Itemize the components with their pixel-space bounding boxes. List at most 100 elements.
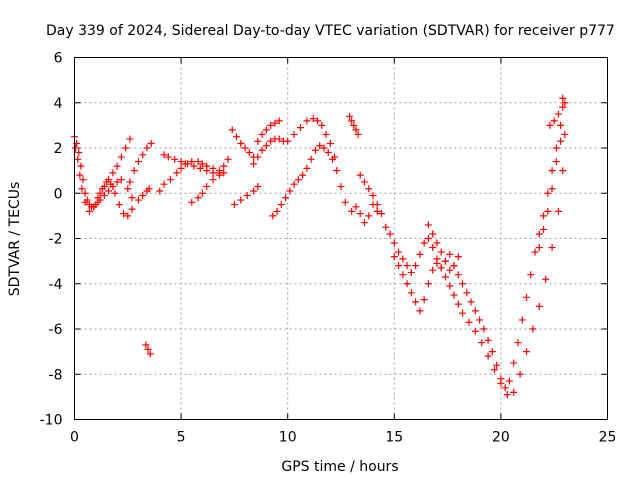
- data-point: [446, 282, 454, 290]
- data-point: [552, 144, 560, 152]
- data-point: [546, 121, 554, 129]
- data-point: [258, 146, 266, 154]
- data-point: [365, 212, 373, 220]
- data-point: [561, 130, 569, 138]
- data-point: [514, 339, 522, 347]
- x-tick-label: 5: [177, 430, 186, 446]
- data-point: [420, 239, 428, 247]
- data-point: [373, 207, 381, 215]
- data-point: [324, 149, 332, 157]
- data-point: [403, 280, 411, 288]
- data-point: [160, 180, 168, 188]
- data-point: [100, 192, 108, 200]
- data-point: [559, 167, 567, 175]
- data-point: [203, 182, 211, 190]
- data-point: [250, 187, 258, 195]
- data-point: [369, 192, 377, 200]
- data-point: [437, 248, 445, 256]
- data-points: [71, 94, 569, 399]
- data-point: [134, 158, 142, 166]
- data-point: [126, 178, 134, 186]
- data-point: [294, 176, 302, 184]
- data-point: [243, 192, 251, 200]
- data-point: [446, 266, 454, 274]
- data-point: [166, 176, 174, 184]
- data-point: [139, 192, 147, 200]
- data-point: [250, 160, 258, 168]
- data-point: [527, 271, 535, 279]
- data-point: [480, 325, 488, 333]
- data-point: [395, 262, 403, 270]
- plot-frame: [74, 57, 608, 420]
- data-point: [318, 121, 326, 129]
- data-point: [262, 142, 270, 150]
- data-point: [433, 239, 441, 247]
- data-point: [72, 144, 80, 152]
- data-point: [390, 239, 398, 247]
- data-point: [94, 194, 102, 202]
- data-point: [209, 176, 217, 184]
- data-point: [262, 126, 270, 134]
- data-point: [484, 336, 492, 344]
- data-point: [254, 153, 262, 161]
- data-point: [554, 110, 562, 118]
- data-point: [516, 370, 524, 378]
- data-point: [478, 339, 486, 347]
- y-tick-label: 0: [54, 186, 63, 202]
- data-point: [403, 262, 411, 270]
- data-point: [164, 153, 172, 161]
- data-point: [198, 160, 206, 168]
- data-point: [130, 167, 138, 175]
- data-point: [122, 144, 130, 152]
- data-point: [382, 223, 390, 231]
- data-point: [493, 361, 501, 369]
- data-point: [399, 255, 407, 263]
- chart-title: Day 339 of 2024, Sidereal Day-to-day VTE…: [46, 23, 615, 39]
- data-point: [416, 307, 424, 315]
- data-point: [522, 348, 530, 356]
- data-point: [548, 185, 556, 193]
- data-point: [360, 178, 368, 186]
- data-point: [215, 169, 223, 177]
- data-point: [544, 189, 552, 197]
- x-tick-label: 10: [279, 430, 297, 446]
- data-point: [111, 189, 119, 197]
- data-point: [437, 264, 445, 272]
- data-point: [113, 162, 121, 170]
- data-point: [173, 169, 181, 177]
- data-point: [309, 115, 317, 123]
- data-point: [559, 103, 567, 111]
- data-point: [307, 155, 315, 163]
- data-point: [303, 117, 311, 125]
- data-point: [424, 235, 432, 242]
- data-point: [126, 135, 134, 143]
- data-point: [510, 388, 518, 396]
- data-point: [220, 162, 228, 170]
- data-point: [365, 185, 373, 193]
- data-point: [356, 171, 364, 179]
- y-tick-label: -8: [49, 367, 63, 383]
- data-point: [348, 207, 356, 215]
- data-point: [258, 130, 266, 138]
- tick-labels: 0 5 10 15 20 25 -10 -8 -6 -4 -2 0 2 4 6: [40, 51, 617, 446]
- data-point: [352, 203, 360, 211]
- data-point: [328, 155, 336, 163]
- data-point: [497, 379, 505, 387]
- data-point: [484, 352, 492, 360]
- data-point: [544, 207, 552, 215]
- data-point: [81, 189, 89, 197]
- data-point: [412, 298, 420, 306]
- y-tick-label: -10: [40, 413, 63, 429]
- data-point: [267, 137, 275, 145]
- data-point: [399, 271, 407, 279]
- data-point: [230, 201, 238, 209]
- data-point: [548, 244, 556, 252]
- data-point: [540, 212, 548, 220]
- data-point: [395, 248, 403, 256]
- data-point: [326, 139, 334, 147]
- data-point: [188, 198, 196, 206]
- data-point: [147, 139, 155, 147]
- data-point: [188, 158, 196, 166]
- data-point: [552, 158, 560, 166]
